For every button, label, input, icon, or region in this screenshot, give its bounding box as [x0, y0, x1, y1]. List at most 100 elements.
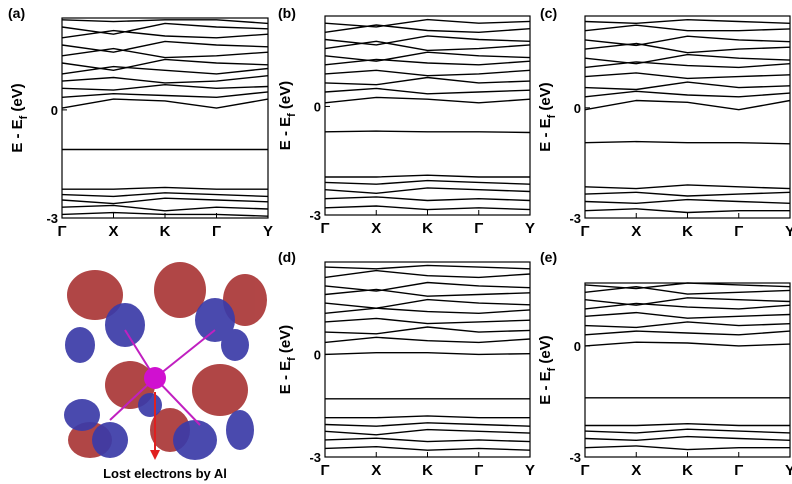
- band-line: [61, 83, 269, 91]
- band-line: [584, 282, 791, 290]
- band-line: [61, 40, 269, 53]
- x-tick-label: Γ: [57, 223, 66, 240]
- y-label-unit: (eV): [277, 81, 294, 109]
- x-tick-label: X: [371, 462, 381, 479]
- y-tick-label: 0: [574, 339, 581, 354]
- x-tick-label: Γ: [474, 462, 483, 479]
- image-caption: Lost electrons by Al: [103, 466, 227, 481]
- band-line: [584, 90, 791, 98]
- y-label-sub: f: [18, 115, 30, 119]
- x-tick-label: X: [108, 223, 118, 240]
- x-tick-label: K: [422, 462, 433, 479]
- x-tick-label: Γ: [734, 462, 743, 479]
- band-line: [324, 428, 531, 436]
- band-line: [325, 174, 530, 178]
- y-label-main: E - E: [9, 119, 26, 152]
- panel-label: (c): [540, 5, 557, 21]
- y-axis-label: E - Ef (eV): [9, 83, 30, 152]
- band-line: [61, 65, 269, 75]
- y-tick-label: -3: [46, 211, 58, 226]
- x-tick-label: Γ: [580, 223, 589, 240]
- band-line: [584, 198, 791, 205]
- structure-image: Lost electrons by Al: [62, 258, 268, 481]
- band-line: [584, 61, 791, 69]
- y-label-sub: f: [286, 113, 298, 117]
- panel-label: (a): [8, 5, 25, 21]
- band-line: [584, 297, 791, 306]
- y-tick-label: -3: [569, 211, 581, 226]
- band-line: [324, 281, 531, 292]
- band-line: [324, 307, 531, 315]
- band-line: [324, 130, 531, 134]
- y-axis-label: E - Ef (eV): [277, 325, 298, 394]
- panel-label: (d): [278, 249, 296, 265]
- band-line: [584, 341, 791, 347]
- band-line: [584, 302, 791, 310]
- x-tick-label: Γ: [320, 220, 329, 237]
- band-line: [324, 269, 531, 279]
- band-line: [324, 76, 531, 86]
- y-label-main: E - E: [277, 117, 294, 150]
- band-line: [584, 435, 791, 442]
- band-line: [61, 91, 269, 99]
- y-tick-label: 0: [51, 103, 58, 118]
- x-tick-label: K: [160, 223, 171, 240]
- y-label-sub: f: [546, 367, 558, 371]
- band-line: [324, 87, 531, 95]
- band-line: [324, 58, 531, 66]
- band-line: [324, 264, 531, 270]
- band-line: [584, 140, 791, 145]
- band-line: [324, 205, 531, 211]
- band-line: [324, 35, 531, 46]
- band-line: [324, 24, 531, 34]
- band-line: [61, 192, 269, 198]
- x-tick-label: X: [371, 220, 381, 237]
- x-tick-label: Γ: [474, 220, 483, 237]
- band-line: [584, 53, 791, 65]
- x-tick-label: Γ: [580, 462, 589, 479]
- x-tick-label: X: [631, 462, 641, 479]
- band-line: [324, 422, 531, 427]
- band-panel: -3 0 Γ X K Γ Y (d) E - Ef (eV): [277, 249, 535, 479]
- y-label-unit: (eV): [537, 335, 554, 363]
- band-line: [584, 42, 791, 54]
- x-tick-label: Y: [785, 223, 792, 240]
- x-tick-label: Y: [263, 223, 273, 240]
- plot-frame: [584, 282, 791, 458]
- y-axis-label: E - Ef (eV): [277, 81, 298, 150]
- band-line: [324, 51, 531, 62]
- band-line: [61, 98, 269, 109]
- band-line: [324, 18, 531, 28]
- band-line: [325, 415, 530, 419]
- band-line: [324, 179, 531, 185]
- band-line: [584, 81, 791, 91]
- band-line: [324, 196, 531, 202]
- y-label-main: E - E: [277, 361, 294, 394]
- x-tick-label: Y: [785, 462, 792, 479]
- x-tick-label: X: [631, 223, 641, 240]
- y-tick-label: -3: [569, 450, 581, 465]
- band-line: [584, 428, 791, 434]
- x-tick-label: K: [682, 462, 693, 479]
- band-line: [585, 422, 790, 427]
- band-line: [584, 191, 791, 197]
- band-panel: -3 0 Γ X K Γ Y (e) E - Ef (eV): [537, 249, 792, 479]
- panel-label: (b): [278, 5, 296, 21]
- band-line: [61, 22, 269, 35]
- band-line: [324, 96, 531, 104]
- y-tick-label: -3: [309, 208, 321, 223]
- band-line: [584, 330, 791, 336]
- y-label-unit: (eV): [537, 82, 554, 110]
- band-line: [61, 204, 269, 212]
- y-label-main: E - E: [537, 371, 554, 404]
- band-line: [324, 445, 531, 451]
- y-axis-label: E - Ef (eV): [537, 82, 558, 151]
- x-tick-label: Y: [525, 220, 535, 237]
- band-line: [584, 24, 791, 32]
- band-line: [584, 184, 791, 190]
- y-axis-label: E - Ef (eV): [537, 335, 558, 404]
- y-label-sub: f: [286, 357, 298, 361]
- band-line: [324, 352, 531, 356]
- band-line: [61, 197, 269, 205]
